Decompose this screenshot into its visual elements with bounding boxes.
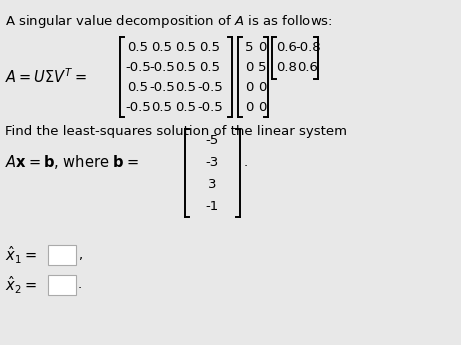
Text: 0.5: 0.5 — [176, 40, 196, 53]
Text: 0.6: 0.6 — [277, 40, 297, 53]
Text: 0.5: 0.5 — [176, 60, 196, 73]
Text: A singular value decomposition of $\mathit{A}$ is as follows:: A singular value decomposition of $\math… — [5, 13, 333, 30]
Text: 3: 3 — [208, 177, 216, 190]
Text: 0.5: 0.5 — [128, 40, 148, 53]
Text: 0.5: 0.5 — [128, 80, 148, 93]
Text: 0.5: 0.5 — [176, 100, 196, 114]
Text: 0.5: 0.5 — [200, 60, 220, 73]
Text: .: . — [78, 278, 82, 292]
Text: .: . — [244, 156, 248, 168]
Text: $\mathit{A}\mathbf{x} = \mathbf{b}$, where $\mathbf{b} =$: $\mathit{A}\mathbf{x} = \mathbf{b}$, whe… — [5, 153, 139, 171]
Text: 0: 0 — [258, 40, 266, 53]
Text: -3: -3 — [205, 156, 219, 168]
Text: $\hat{x}_2 =$: $\hat{x}_2 =$ — [5, 274, 36, 296]
Text: -0.5: -0.5 — [197, 80, 223, 93]
Text: Find the least-squares solution of the linear system: Find the least-squares solution of the l… — [5, 125, 347, 138]
Text: -0.8: -0.8 — [295, 40, 321, 53]
Text: -0.5: -0.5 — [149, 60, 175, 73]
Text: -0.5: -0.5 — [125, 60, 151, 73]
Bar — [48, 245, 76, 265]
Text: 5: 5 — [245, 40, 253, 53]
Bar — [48, 275, 76, 295]
Text: ,: , — [78, 248, 82, 262]
Text: -1: -1 — [205, 199, 219, 213]
Text: 0.6: 0.6 — [297, 60, 319, 73]
Text: 0: 0 — [245, 100, 253, 114]
Text: 0.8: 0.8 — [277, 60, 297, 73]
Text: 0: 0 — [245, 60, 253, 73]
Text: 0: 0 — [258, 100, 266, 114]
Text: 0.5: 0.5 — [152, 40, 172, 53]
Text: $\hat{x}_1 =$: $\hat{x}_1 =$ — [5, 244, 36, 266]
Text: 0.5: 0.5 — [176, 80, 196, 93]
Text: 0.5: 0.5 — [152, 100, 172, 114]
Text: -5: -5 — [205, 134, 219, 147]
Text: -0.5: -0.5 — [197, 100, 223, 114]
Text: 0: 0 — [245, 80, 253, 93]
Text: 0.5: 0.5 — [200, 40, 220, 53]
Text: 5: 5 — [258, 60, 266, 73]
Text: -0.5: -0.5 — [125, 100, 151, 114]
Text: 0: 0 — [258, 80, 266, 93]
Text: -0.5: -0.5 — [149, 80, 175, 93]
Text: $\mathit{A} = U\Sigma V^T =$: $\mathit{A} = U\Sigma V^T =$ — [5, 68, 87, 86]
